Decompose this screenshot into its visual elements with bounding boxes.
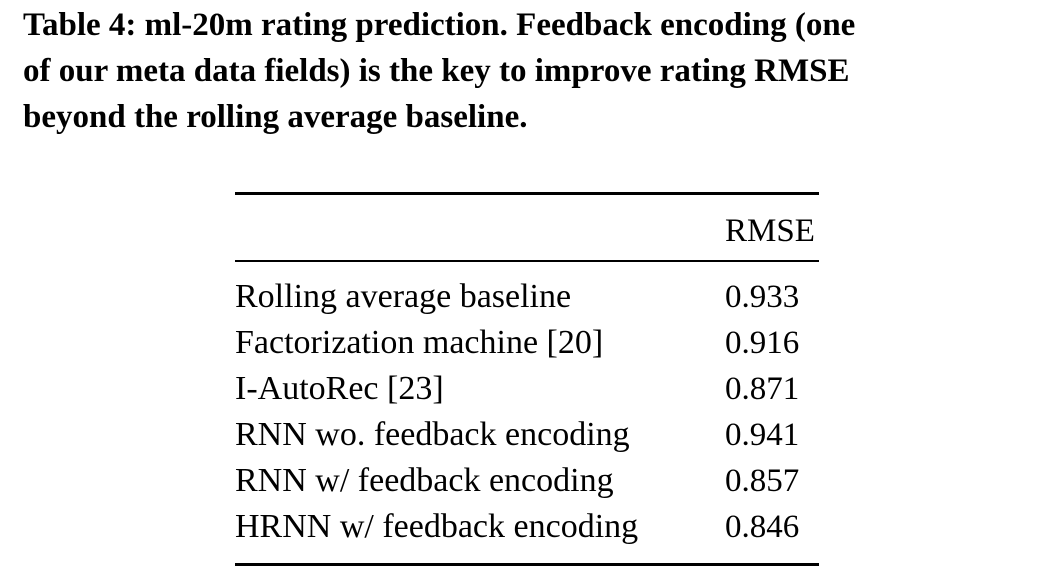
rmse-cell: 0.871 <box>725 371 800 407</box>
rmse-cell: 0.846 <box>725 509 800 545</box>
table-row: Rolling average baseline 0.933 <box>235 274 819 320</box>
rmse-cell: 0.941 <box>725 417 800 453</box>
column-header-rmse: RMSE <box>725 213 815 249</box>
table-row: HRNN w/ feedback encoding 0.846 <box>235 504 819 550</box>
results-table: RMSE Rolling average baseline 0.933 Fact… <box>235 192 819 566</box>
method-cell: RNN w/ feedback encoding <box>235 462 614 499</box>
table-header-row: RMSE <box>235 195 819 260</box>
table-row: Factorization machine [20] 0.916 <box>235 320 819 366</box>
table-top-rule <box>235 192 819 195</box>
table-row: I-AutoRec [23] 0.871 <box>235 366 819 412</box>
table-row: RNN w/ feedback encoding 0.857 <box>235 458 819 504</box>
caption-line: Table 4: ml-20m rating prediction. Feedb… <box>23 7 856 43</box>
method-cell: RNN wo. feedback encoding <box>235 416 630 453</box>
method-cell: Rolling average baseline <box>235 278 572 315</box>
method-cell: I-AutoRec [23] <box>235 370 444 407</box>
rmse-cell: 0.933 <box>725 279 800 315</box>
rmse-cell: 0.916 <box>725 325 800 361</box>
table-bottom-rule <box>235 563 819 566</box>
table-body: Rolling average baseline 0.933 Factoriza… <box>235 262 819 563</box>
rmse-cell: 0.857 <box>725 463 800 499</box>
caption-line: beyond the rolling average baseline. <box>23 99 528 135</box>
method-cell: Factorization machine [20] <box>235 324 604 361</box>
table-caption: Table 4: ml-20m rating prediction. Feedb… <box>23 2 1038 140</box>
table-header-rule <box>235 260 819 262</box>
caption-line: of our meta data fields) is the key to i… <box>23 53 850 89</box>
method-cell: HRNN w/ feedback encoding <box>235 508 639 545</box>
table-row: RNN wo. feedback encoding 0.941 <box>235 412 819 458</box>
